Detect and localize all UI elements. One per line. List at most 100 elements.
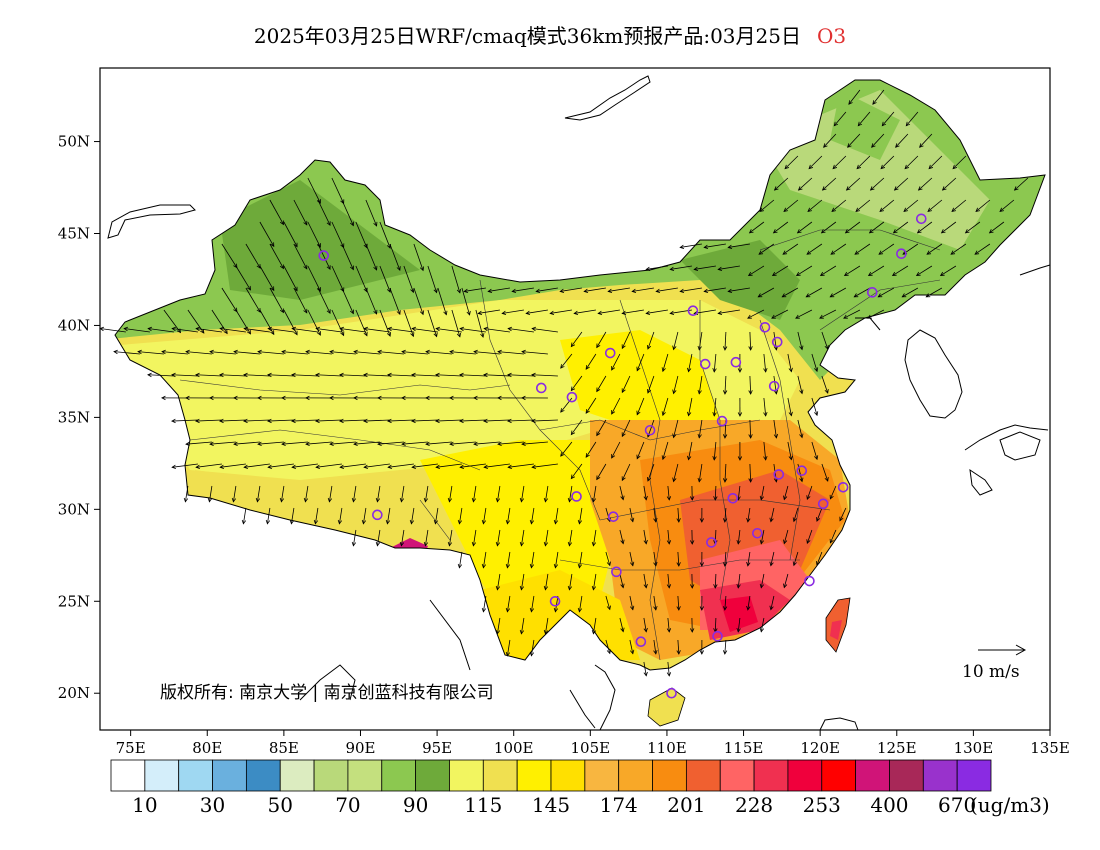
wind-arrow — [919, 133, 933, 148]
wind-arrowhead — [621, 388, 626, 394]
wind-arrowhead — [399, 497, 405, 503]
wind-arrow — [759, 199, 775, 212]
province-boundaries — [179, 229, 941, 661]
wind-arrowhead — [567, 541, 573, 547]
wind-arrow — [646, 309, 668, 314]
wind-arrow — [460, 328, 486, 333]
wind-arrow — [221, 243, 238, 268]
wind-arrow — [233, 441, 260, 445]
wind-arrow — [905, 111, 919, 126]
wind-arrow — [449, 441, 476, 445]
wind-arrow — [816, 551, 823, 566]
wind-arrowhead — [737, 456, 743, 461]
wind-arrow — [305, 351, 332, 355]
wind-arrow — [257, 351, 284, 355]
wind-arrow — [196, 463, 222, 468]
wind-arrowhead — [543, 585, 549, 591]
wind-arrowhead — [669, 310, 675, 316]
wind-arrow — [388, 328, 414, 333]
wind-arrowhead — [773, 186, 779, 191]
wind-arrow — [269, 243, 284, 269]
wind-arrow — [435, 507, 439, 524]
wind-arrow — [593, 617, 597, 634]
wind-arrow — [316, 328, 342, 333]
wind-arrow — [771, 309, 789, 319]
wind-arrowhead — [591, 497, 597, 503]
wind-arrowhead — [511, 288, 517, 294]
wind-arrow — [724, 463, 727, 482]
wind-arrow — [340, 328, 366, 333]
wind-arrowhead — [281, 395, 286, 401]
wind-arrow — [512, 287, 534, 292]
wind-arrow — [379, 221, 391, 249]
wind-arrow — [643, 661, 647, 676]
wind-arrowhead — [693, 266, 699, 272]
wind-arrowhead — [270, 286, 275, 292]
wind-arrowhead — [339, 464, 345, 470]
wind-arrow — [521, 529, 525, 546]
wind-arrowhead — [147, 372, 152, 378]
wind-arrowhead — [653, 649, 658, 655]
wind-arrow — [952, 155, 967, 169]
wind-arrowhead — [807, 207, 813, 213]
wind-arrowhead — [722, 606, 728, 611]
wind-arrow — [749, 419, 752, 439]
wind-arrow — [550, 309, 572, 314]
wind-arrow — [904, 155, 919, 169]
wind-arrow — [737, 617, 741, 632]
wind-arrowhead — [722, 562, 728, 567]
wind-arrow — [673, 419, 679, 438]
wind-arrowhead — [267, 418, 272, 424]
wind-arrowhead — [927, 207, 933, 213]
wind-arrowhead — [329, 395, 334, 401]
wind-arrow — [704, 243, 726, 248]
wind-arrow — [403, 265, 414, 293]
wind-arrow — [823, 133, 837, 148]
wind-arrowhead — [606, 649, 611, 655]
wind-arrow — [636, 441, 645, 459]
wind-arrow — [355, 309, 368, 336]
station-marker — [896, 248, 907, 260]
wind-arrow — [579, 595, 583, 612]
wind-arrow — [281, 351, 308, 355]
wind-arrowhead — [939, 271, 945, 277]
wind-arrowhead — [570, 430, 576, 436]
wind-arrow — [605, 551, 611, 566]
wind-arrow — [459, 374, 486, 377]
wind-arrow — [449, 351, 476, 355]
wind-arrowhead — [772, 229, 778, 234]
wind-arrowhead — [519, 629, 525, 635]
wind-arrowhead — [423, 541, 429, 547]
wind-arrow — [257, 441, 284, 445]
wind-arrow — [531, 507, 535, 524]
wind-arrow — [680, 287, 702, 292]
wind-arrowhead — [645, 310, 651, 316]
wind-arrow — [829, 485, 837, 500]
wind-arrowhead — [771, 314, 776, 319]
wind-arrow — [667, 617, 670, 632]
wind-arrow — [291, 374, 318, 377]
wind-arrowhead — [844, 229, 850, 234]
wind-arrow — [329, 351, 356, 355]
wind-arrowhead — [410, 332, 415, 338]
wind-arrowhead — [279, 308, 284, 314]
wind-arrowhead — [457, 519, 463, 525]
wind-arrow — [619, 573, 624, 588]
wind-arrowhead — [305, 441, 310, 447]
wind-arrow — [315, 374, 342, 377]
wind-arrow — [531, 419, 558, 422]
wind-arrow — [677, 595, 680, 610]
wind-arrowhead — [399, 541, 405, 547]
wind-arrowhead — [666, 628, 672, 633]
wind-arrowhead — [497, 441, 502, 447]
wind-arrowhead — [823, 143, 828, 148]
wind-arrowhead — [559, 288, 565, 294]
wind-arrow — [545, 617, 549, 634]
wind-arrow — [507, 639, 511, 656]
wind-arrowhead — [183, 497, 189, 503]
wind-arrow — [293, 243, 308, 270]
wind-arrowhead — [305, 349, 310, 355]
title-species: O3 — [816, 24, 847, 48]
wind-arrow — [353, 351, 380, 355]
lat-tick-label: 20N — [58, 684, 90, 702]
